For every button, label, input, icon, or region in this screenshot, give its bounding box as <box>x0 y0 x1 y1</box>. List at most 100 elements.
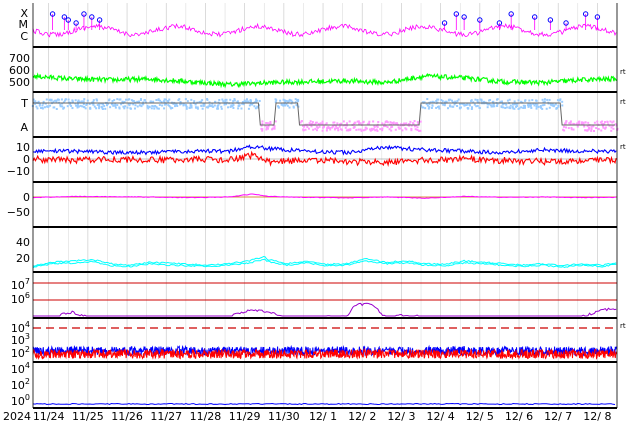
sector-point-toward <box>465 103 468 106</box>
sector-point-toward <box>126 106 129 109</box>
sector-point-toward <box>553 104 556 107</box>
sector-point-away <box>335 127 338 130</box>
sector-point-toward <box>545 107 548 110</box>
flare-marker <box>73 20 79 26</box>
sector-point-toward <box>520 106 523 109</box>
sector-point-toward <box>430 106 433 109</box>
sector-point-away <box>410 124 413 127</box>
sector-point-toward <box>431 104 434 107</box>
sector-point-away <box>273 126 276 129</box>
flare-markers <box>49 11 601 30</box>
sector-point-toward <box>123 100 126 103</box>
date-labels: 11/24 11/25 11/26 11/27 11/28 11/29 11/30 12/ 1… <box>33 410 612 423</box>
sector-point-toward <box>128 104 131 107</box>
sector-point-toward <box>509 107 512 110</box>
sector-point-toward <box>241 101 244 104</box>
sector-point-toward <box>473 103 476 106</box>
sector-point-away <box>372 127 375 130</box>
sector-point-away <box>365 127 368 130</box>
electron-panel: 107 106 <box>11 277 617 317</box>
sector-point-toward <box>541 107 544 110</box>
sector-point-away <box>261 120 264 123</box>
sector-point-toward <box>288 106 291 109</box>
sector-point-away <box>314 121 317 124</box>
imf-panel: 10 0 −10 rt <box>7 141 626 178</box>
sector-point-away <box>595 127 598 130</box>
sector-point-away <box>600 129 603 132</box>
sector-point-toward <box>450 99 453 102</box>
sector-point-toward <box>548 106 551 109</box>
sector-point-toward <box>428 103 431 106</box>
speed-rt-marker: rt <box>620 68 626 76</box>
sector-point-toward <box>489 104 492 107</box>
sector-point-away <box>419 129 422 132</box>
sector-point-away <box>265 122 268 125</box>
sector-point-away <box>349 128 352 131</box>
sector-point-toward <box>214 100 217 103</box>
sector-tick-t: T <box>20 97 28 110</box>
sector-point-toward <box>243 99 246 102</box>
he-proton-tick-1e4: 104 <box>11 361 30 376</box>
sector-point-toward <box>81 105 84 108</box>
sector-point-toward <box>74 99 77 102</box>
sector-point-toward <box>42 100 45 103</box>
sector-point-away <box>325 122 328 125</box>
sector-point-toward <box>173 105 176 108</box>
sector-point-away <box>340 122 343 125</box>
sector-point-toward <box>449 105 452 108</box>
sector-point-toward <box>245 100 248 103</box>
sector-point-toward <box>496 104 499 107</box>
sector-point-toward <box>49 104 52 107</box>
sector-point-toward <box>256 99 259 102</box>
year-label: 2024 <box>3 410 31 423</box>
sector-point-toward <box>277 106 280 109</box>
sector-point-toward <box>454 100 457 103</box>
sector-point-toward <box>529 103 532 106</box>
sector-point-away <box>391 125 394 128</box>
sector-point-away <box>382 125 385 128</box>
sector-point-away <box>368 128 371 131</box>
sector-point-away <box>261 129 264 132</box>
sector-point-toward <box>220 105 223 108</box>
sector-point-away <box>586 129 589 132</box>
sector-point-toward <box>75 104 78 107</box>
sector-points <box>31 98 619 132</box>
sector-point-toward <box>105 104 108 107</box>
sector-point-away <box>586 125 589 128</box>
sector-point-toward <box>536 103 539 106</box>
sector-point-toward <box>253 105 256 108</box>
sector-point-toward <box>422 106 425 109</box>
flare-marker <box>81 11 87 17</box>
sector-point-toward <box>70 104 73 107</box>
sector-point-away <box>265 127 268 130</box>
sector-point-away <box>375 128 378 131</box>
sector-point-away <box>388 128 391 131</box>
sector-point-toward <box>500 105 503 108</box>
sector-point-toward <box>556 106 559 109</box>
sector-point-toward <box>134 104 137 107</box>
sector-point-away <box>321 120 324 123</box>
sector-point-toward <box>218 99 221 102</box>
sector-point-toward <box>146 106 149 109</box>
imf-bt-line <box>32 144 617 156</box>
sector-point-away <box>339 128 342 131</box>
sector-point-away <box>599 121 602 124</box>
sector-point-toward <box>292 106 295 109</box>
flare-marker <box>582 11 589 17</box>
sector-point-away <box>304 128 307 131</box>
sector-point-toward <box>162 100 165 103</box>
sector-point-away <box>573 123 576 126</box>
sector-point-away <box>612 120 615 123</box>
sector-point-toward <box>186 100 189 103</box>
he-proton-tick-1e2: 102 <box>11 377 30 392</box>
sector-point-toward <box>437 98 440 101</box>
sector-point-away <box>326 127 329 130</box>
sector-point-toward <box>475 105 478 108</box>
sector-point-toward <box>425 102 428 105</box>
sector-point-toward <box>209 105 212 108</box>
kp-tick-20: 20 <box>16 252 30 265</box>
sector-point-toward <box>175 103 178 106</box>
sector-point-toward <box>92 103 95 106</box>
sector-point-toward <box>435 106 438 109</box>
sector-point-toward <box>142 101 145 104</box>
